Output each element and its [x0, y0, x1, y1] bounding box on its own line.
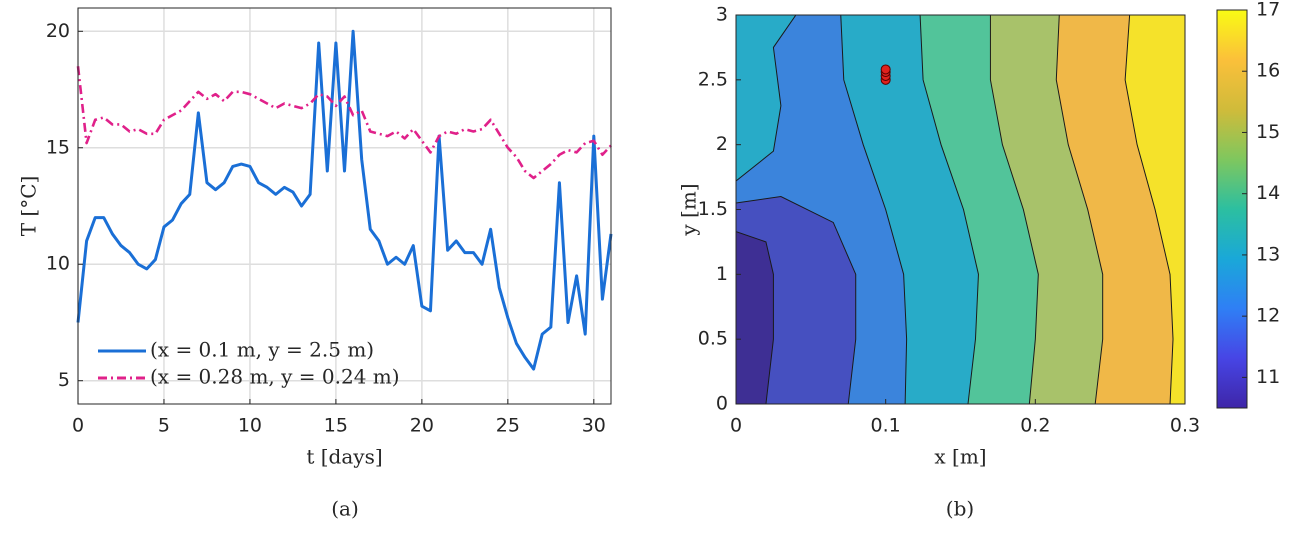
- y-tick-label: 2: [716, 133, 728, 155]
- line-series: [76, 29, 613, 371]
- colorbar-tick-label: 13: [1256, 243, 1280, 265]
- x-tick-label: 30: [582, 415, 606, 437]
- sensor-point: [880, 64, 891, 75]
- x-tick-label: 5: [158, 415, 170, 437]
- x-tick-label: 20: [410, 415, 434, 437]
- legend-label: (x = 0.1 m, y = 2.5 m): [150, 338, 374, 362]
- contour-region: [1124, 15, 1185, 404]
- x-axis-label: t [days]: [306, 445, 382, 469]
- caption: (b): [946, 497, 974, 521]
- line-series: [76, 66, 612, 180]
- y-tick-label: 15: [46, 136, 70, 158]
- contour-plot: [736, 15, 1185, 404]
- colorbar-tick-label: 12: [1256, 305, 1280, 327]
- x-tick-label: 25: [496, 415, 520, 437]
- x-tick-label: 0.1: [871, 415, 901, 437]
- y-tick-label: 5: [58, 369, 70, 391]
- x-axis-label: x [m]: [934, 445, 986, 469]
- y-tick-label: 0.5: [698, 328, 728, 350]
- y-tick-label: 20: [46, 20, 70, 42]
- y-tick-label: 1: [716, 263, 728, 285]
- contour-region: [736, 15, 797, 182]
- colorbar-tick-label: 17: [1256, 0, 1280, 21]
- y-axis-label: T [°C]: [17, 176, 41, 237]
- x-tick-label: 0: [730, 415, 742, 437]
- colorbar-tick-label: 15: [1256, 121, 1280, 143]
- y-tick-label: 10: [46, 253, 70, 275]
- caption: (a): [331, 497, 359, 521]
- x-tick-label: 0: [72, 415, 84, 437]
- axes-box: [77, 7, 612, 405]
- plot-area: [78, 8, 611, 404]
- x-tick-label: 0.3: [1170, 415, 1200, 437]
- legend-label: (x = 0.28 m, y = 0.24 m): [150, 365, 400, 389]
- x-tick-label: 15: [324, 415, 348, 437]
- colorbar-tick-label: 14: [1256, 182, 1280, 204]
- colorbar: [1216, 9, 1248, 409]
- colorbar-tick-label: 16: [1256, 60, 1280, 82]
- x-tick-label: 10: [238, 415, 262, 437]
- y-tick-label: 1.5: [698, 198, 728, 220]
- y-tick-label: 2.5: [698, 68, 728, 90]
- y-tick-label: 0: [716, 393, 728, 415]
- x-tick-label: 0.2: [1020, 415, 1050, 437]
- y-tick-label: 3: [716, 4, 728, 26]
- y-axis-label: y [m]: [677, 183, 701, 236]
- colorbar-tick-label: 11: [1256, 366, 1280, 388]
